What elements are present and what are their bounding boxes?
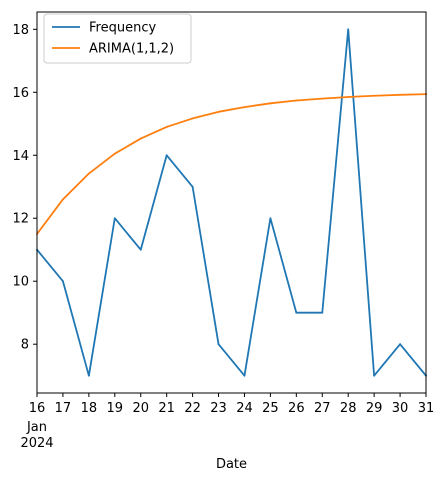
legend: Frequency ARIMA(1,1,2) [43,13,192,64]
x-tick-label: 24 [236,401,253,416]
x-axis-secondary-label-year: 2024 [20,436,53,451]
x-axis-title: Date [216,457,247,472]
y-axis: 8 10 12 14 16 18 [12,23,37,353]
x-tick-label: 23 [210,401,227,416]
plot-frame [36,11,427,394]
x-tick-label: 25 [262,401,279,416]
data-point-series-1 [139,137,142,140]
y-tick-label: 18 [12,23,29,38]
data-point-series-1 [347,96,350,98]
data-point-series-1 [62,198,64,201]
y-tick-label: 14 [12,149,29,164]
data-point-series-0 [217,343,220,346]
series-layer [35,28,428,377]
y-tick-label: 10 [12,275,29,290]
x-tick-label: 26 [288,401,305,416]
x-tick-label: 20 [132,401,149,416]
data-point-series-0 [191,185,194,188]
y-tick-label: 16 [12,86,29,101]
data-point-series-0 [347,28,350,31]
data-point-series-0 [113,217,116,220]
x-axis-secondary-label-month: Jan [26,420,47,435]
data-point-series-0 [243,374,246,377]
data-point-series-1 [373,94,376,97]
data-point-series-1 [399,93,401,96]
data-point-series-1 [191,117,194,120]
data-point-series-0 [399,343,401,346]
legend-box [43,13,192,64]
legend-label-frequency: Frequency [89,21,156,36]
data-point-series-0 [139,248,142,251]
data-point-series-1 [113,152,116,155]
data-point-series-1 [243,106,246,108]
y-tick-label: 8 [21,338,29,353]
data-point-series-0 [165,154,168,157]
data-point-series-0 [62,280,64,283]
data-point-series-0 [321,311,324,314]
data-point-series-1 [269,102,272,105]
data-point-series-0 [373,374,376,377]
data-point-series-0 [295,311,298,314]
x-tick-label: 19 [107,401,124,416]
x-tick-label: 28 [340,401,357,416]
data-point-series-1 [321,97,324,100]
x-axis: 16 17 18 19 20 21 22 23 24 25 26 27 28 29 30 31 [29,393,435,416]
legend-label-arima: ARIMA(1,1,2) [89,42,174,57]
x-tick-label: 17 [55,401,72,416]
x-tick-label: 29 [366,401,383,416]
x-tick-label: 27 [314,401,331,416]
x-tick-label: 30 [392,401,409,416]
x-tick-label: 21 [158,401,175,416]
y-tick-label: 12 [12,212,29,227]
series-line-0 [35,28,428,377]
data-point-series-1 [87,172,90,175]
x-tick-label: 22 [184,401,201,416]
x-tick-label: 16 [29,401,46,416]
x-tick-label: 31 [418,401,435,416]
data-point-series-0 [87,374,90,377]
data-point-series-0 [269,217,272,220]
data-point-series-1 [295,99,298,102]
data-point-series-1 [165,126,168,128]
x-tick-label: 18 [81,401,98,416]
data-point-series-1 [217,110,220,113]
series-line-1 [35,93,427,236]
